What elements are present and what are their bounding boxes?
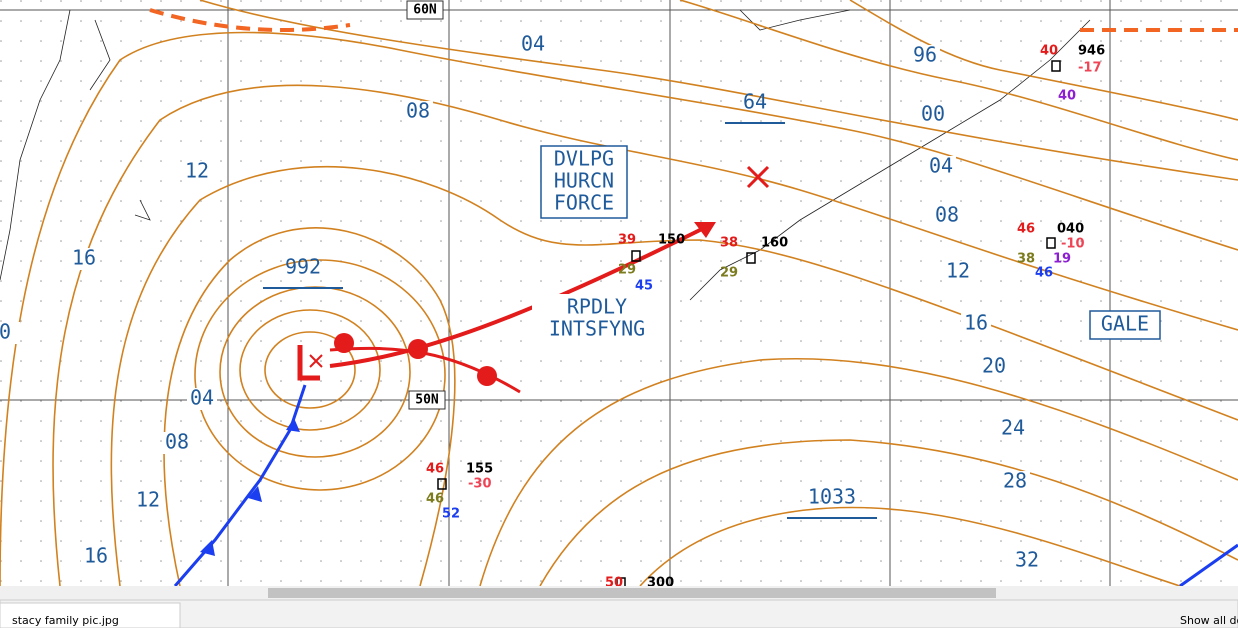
isobar-label: 04 [521, 32, 545, 56]
lat-box [408, 390, 446, 410]
isobar-label: 04 [190, 386, 214, 410]
label-bg [1000, 471, 1030, 493]
station-symbol [437, 478, 447, 490]
isobar-label: 16 [72, 246, 96, 270]
label-bg [403, 101, 433, 123]
isobar-label: 08 [165, 430, 189, 454]
label-bg [532, 294, 662, 344]
isobar-label: 96 [913, 43, 937, 67]
coastlines [0, 9, 1091, 301]
isobar-label: 16 [84, 544, 108, 568]
station-value: 38 [1017, 252, 1035, 267]
station-symbol [631, 250, 641, 262]
station-value: 160 [761, 236, 788, 251]
annotation: DVLPG [554, 147, 614, 171]
isobar-label: 12 [185, 159, 209, 183]
download-bar [0, 599, 1238, 628]
lat-box [406, 0, 444, 20]
station-value: 040 [1057, 222, 1084, 237]
station-value: 46 [1017, 222, 1035, 237]
station-value: 946 [1078, 44, 1105, 59]
label-bg [998, 418, 1028, 440]
pressure-center: 1033 [808, 485, 856, 509]
pressure-center: 992 [285, 255, 321, 279]
station-value: 40 [1040, 44, 1058, 59]
annotation: RPDLY [567, 295, 627, 319]
track-arrow [329, 223, 711, 368]
station-value: -17 [1078, 61, 1102, 76]
station-symbol [746, 252, 756, 264]
annotation-box [1089, 310, 1161, 340]
label-bg [162, 432, 192, 454]
label-bg [1012, 550, 1042, 572]
download-item[interactable] [0, 602, 181, 628]
label-bg [133, 490, 163, 512]
annotation: INTSFYNG [549, 317, 645, 341]
station-symbol [1046, 237, 1056, 249]
gale-boundary [149, 8, 351, 32]
label-bg [961, 313, 991, 335]
label-bg [926, 156, 956, 178]
scrollbar-thumb[interactable] [268, 588, 996, 598]
arrow-head [694, 222, 716, 238]
station-value: -30 [468, 477, 492, 492]
isobar-label: 16 [964, 311, 988, 335]
label-bg [518, 34, 548, 56]
isobar-label: 12 [946, 259, 970, 283]
station-value: -10 [1061, 237, 1085, 252]
label-bg [910, 45, 940, 67]
isobar-label: 04 [929, 154, 953, 178]
low-symbol [297, 345, 320, 381]
isobar-label: 28 [1003, 469, 1027, 493]
station-value: 45 [635, 279, 653, 294]
isobar-label: 20 [982, 354, 1006, 378]
isobar-label: 32 [1015, 548, 1039, 572]
station-value: 155 [466, 462, 493, 477]
cold-front [173, 384, 1238, 588]
lat-label: 50N [415, 393, 439, 408]
lat-label: 60N [413, 3, 437, 18]
isobar-label: 08 [406, 99, 430, 123]
station-value: 46 [426, 462, 444, 477]
label-bg [932, 205, 962, 227]
station-value: 46 [426, 492, 444, 507]
station-value: 29 [618, 263, 636, 278]
station-value: 52 [442, 507, 460, 522]
station-value: 29 [720, 266, 738, 281]
station-value: 39 [618, 233, 636, 248]
station-symbol [1051, 60, 1061, 72]
label-bg [979, 356, 1009, 378]
isobar-label: 00 [921, 102, 945, 126]
station-value: 150 [658, 233, 685, 248]
station-value: 46 [1035, 266, 1053, 281]
label-bg [69, 248, 99, 270]
isobar-label: 12 [136, 488, 160, 512]
center-mark [746, 165, 770, 189]
download-name: stacy family pic.jpg [12, 614, 119, 627]
label-bg [182, 161, 212, 183]
station-value: 38 [720, 236, 738, 251]
isobar-label: 08 [935, 203, 959, 227]
annotation: GALE [1101, 312, 1149, 336]
annotation: FORCE [554, 191, 614, 215]
pressure-center: 64 [743, 90, 767, 114]
show-all[interactable]: Show all do [1180, 614, 1238, 627]
station-value: 40 [1058, 89, 1076, 104]
label-bg [918, 104, 948, 126]
label-bg [81, 546, 111, 568]
annotation-box [540, 145, 628, 219]
annotation: HURCN [554, 169, 614, 193]
label-bg [187, 388, 217, 410]
low-center [309, 354, 323, 368]
station-value: 19 [1053, 252, 1071, 267]
isobar-label: 24 [1001, 416, 1025, 440]
label-bg [943, 261, 973, 283]
label-bg [0, 322, 20, 344]
isobar-label: 0 [0, 320, 11, 344]
